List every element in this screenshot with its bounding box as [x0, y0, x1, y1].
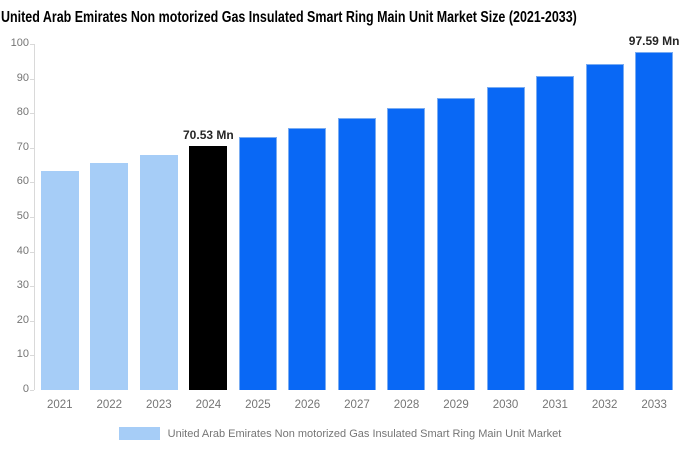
- x-axis-tick-label: 2026: [294, 399, 321, 411]
- x-axis-tick-label: 2027: [344, 399, 370, 411]
- bar-column-2027: 2027: [337, 44, 376, 411]
- bar-2032: [585, 64, 624, 390]
- x-axis-tick-label: 2023: [146, 399, 172, 411]
- y-axis-tick-label: 80: [16, 106, 29, 118]
- x-axis-tick-label: 2029: [443, 399, 469, 411]
- y-axis-tick-mark: [30, 390, 34, 391]
- legend-swatch: [118, 427, 160, 440]
- bar-2025: [238, 137, 277, 390]
- bar-column-2032: 2032: [585, 44, 624, 411]
- y-axis-tick-mark: [30, 321, 34, 322]
- y-axis-tick-mark: [30, 182, 34, 183]
- bar-column-2030: 2030: [486, 44, 525, 411]
- x-axis-tick-label: 2024: [195, 399, 222, 411]
- y-axis-tick-label: 70: [16, 141, 29, 153]
- bar-2027: [337, 118, 376, 390]
- y-axis-tick-label: 60: [16, 175, 29, 187]
- bar-2022: [90, 163, 129, 390]
- x-axis-tick-label: 2025: [245, 399, 271, 411]
- y-axis-tick-label: 100: [10, 37, 29, 49]
- bar-column-2028: 2028: [387, 44, 426, 411]
- bar-2029: [437, 98, 476, 390]
- bar-2028: [387, 108, 426, 390]
- bar-column-2024: 70.53 Mn 2024: [183, 44, 234, 411]
- bar-2023: [139, 155, 178, 390]
- legend: United Arab Emirates Non motorized Gas I…: [0, 427, 680, 440]
- y-axis-tick-label: 90: [16, 72, 29, 84]
- y-axis-tick-label: 0: [22, 383, 29, 395]
- plot-area: 2021 2022 2023 70.53 Mn 2024 2025 2026 2027 2028…: [34, 34, 680, 411]
- y-axis-tick-mark: [30, 148, 34, 149]
- bar-2026: [288, 128, 327, 390]
- x-axis-tick-label: 2032: [591, 399, 618, 411]
- x-axis-tick-label: 2028: [393, 399, 420, 411]
- x-axis-tick-label: 2033: [641, 399, 667, 411]
- y-axis-tick-label: 30: [16, 279, 29, 291]
- y-axis-tick-mark: [30, 79, 34, 80]
- x-axis-tick-label: 2031: [542, 399, 568, 411]
- bar-column-2023: 2023: [139, 44, 178, 411]
- bar-value-label-2024: 70.53 Mn: [183, 128, 234, 142]
- y-axis-tick-mark: [30, 217, 34, 218]
- bar-2024: [189, 146, 228, 390]
- bar-column-2031: 2031: [536, 44, 575, 411]
- legend-label: United Arab Emirates Non motorized Gas I…: [167, 427, 562, 440]
- bar-column-2022: 2022: [90, 44, 129, 411]
- chart-title: United Arab Emirates Non motorized Gas I…: [1, 9, 577, 26]
- bar-value-label-2033: 97.59 Mn: [628, 34, 680, 48]
- y-axis-tick-label: 10: [16, 348, 29, 360]
- x-axis-tick-label: 2022: [96, 399, 123, 411]
- y-axis-tick-mark: [30, 286, 34, 287]
- y-axis-tick-mark: [30, 113, 34, 114]
- bar-2031: [536, 76, 575, 390]
- y-axis-tick-mark: [30, 44, 34, 45]
- x-axis-tick-label: 2021: [46, 399, 73, 411]
- y-axis-tick-mark: [30, 355, 34, 356]
- x-axis-tick-label: 2030: [492, 399, 519, 411]
- y-axis-tick-label: 40: [16, 245, 29, 257]
- bar-column-2029: 2029: [437, 44, 476, 411]
- bar-2021: [40, 171, 79, 390]
- y-axis-tick-label: 20: [16, 314, 29, 326]
- bar-column-2021: 2021: [40, 44, 79, 411]
- bar-column-2033: 97.59 Mn 2033: [629, 34, 680, 411]
- y-axis-tick-label: 50: [16, 210, 29, 222]
- bar-2030: [486, 87, 525, 390]
- bar-column-2025: 2025: [238, 44, 277, 411]
- bar-2033: [635, 52, 674, 390]
- y-axis-tick-mark: [30, 252, 34, 253]
- bar-column-2026: 2026: [288, 44, 327, 411]
